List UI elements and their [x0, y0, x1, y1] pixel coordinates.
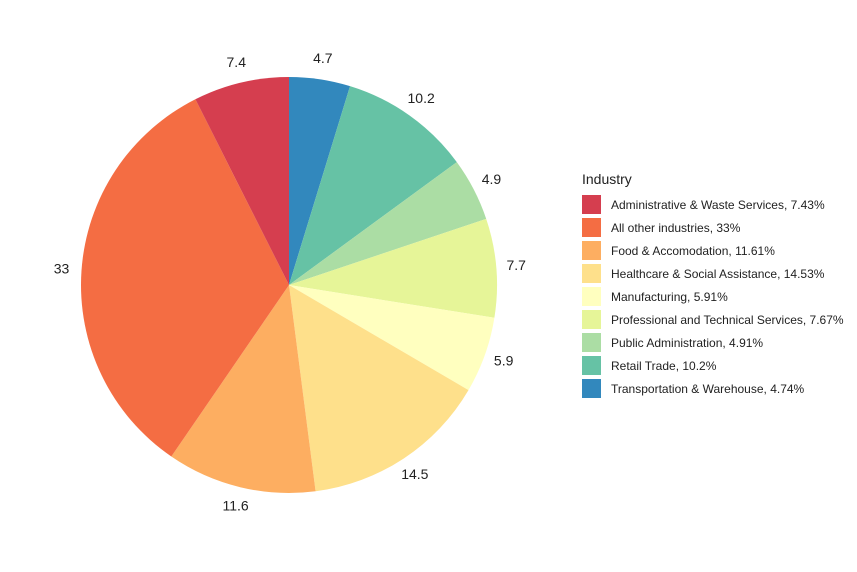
legend-swatch — [582, 241, 601, 260]
slice-label-all-other-industries: 33 — [54, 260, 70, 276]
pie-slice-food-and-accomodation — [171, 285, 316, 494]
legend-swatch — [582, 264, 601, 283]
legend-item-healthcare-and-social-assistance: Healthcare & Social Assistance, 14.53% — [582, 262, 844, 285]
slice-label-administrative-and-waste-services: 7.4 — [227, 54, 247, 70]
legend-label: Manufacturing, 5.91% — [611, 289, 728, 304]
legend-label: Public Administration, 4.91% — [611, 335, 764, 350]
pie-slice-healthcare-and-social-assistance — [289, 285, 469, 492]
legend-item-manufacturing: Manufacturing, 5.91% — [582, 285, 844, 308]
legend-swatch — [582, 333, 601, 352]
slice-label-retail-trade: 10.2 — [408, 90, 435, 106]
legend-label: Transportation & Warehouse, 4.74% — [611, 381, 805, 396]
pie-labels: 4.7 10.2 4.9 7.7 5.9 14.5 11.6 33 7.4 — [54, 50, 526, 513]
pie-slice-manufacturing — [289, 285, 495, 391]
slice-label-healthcare-and-social-assistance: 14.5 — [401, 466, 428, 482]
legend: Industry Administrative & Waste Services… — [582, 171, 844, 400]
legend-title: Industry — [582, 171, 632, 187]
legend-swatch — [582, 356, 601, 375]
legend-swatch — [582, 218, 601, 237]
legend-label: All other industries, 33% — [611, 220, 741, 235]
legend-swatch — [582, 287, 601, 306]
pie-slice-retail-trade — [289, 86, 457, 285]
slice-label-food-and-accomodation: 11.6 — [222, 497, 248, 513]
legend-swatch — [582, 310, 601, 329]
legend-swatch — [582, 379, 601, 398]
legend-item-professional-and-technical-services: Professional and Technical Services, 7.6… — [582, 308, 844, 331]
legend-label: Professional and Technical Services, 7.6… — [611, 312, 844, 327]
legend-item-transportation-and-warehouse: Transportation & Warehouse, 4.74% — [582, 377, 844, 400]
legend-item-all-other-industries: All other industries, 33% — [582, 216, 844, 239]
legend-swatch — [582, 195, 601, 214]
pie-slice-all-other-industries — [80, 99, 289, 457]
legend-item-retail-trade: Retail Trade, 10.2% — [582, 354, 844, 377]
pie-slices — [80, 77, 498, 494]
pie-slice-professional-and-technical-services — [289, 218, 498, 318]
legend-label: Healthcare & Social Assistance, 14.53% — [611, 266, 825, 281]
legend-item-food-and-accomodation: Food & Accomodation, 11.61% — [582, 239, 844, 262]
pie-slice-administrative-and-waste-services — [195, 77, 289, 285]
slice-label-transportation-and-warehouse: 4.7 — [313, 50, 333, 66]
legend-items: Administrative & Waste Services, 7.43% Al… — [582, 193, 844, 400]
legend-item-administrative-and-waste-services: Administrative & Waste Services, 7.43% — [582, 193, 844, 216]
legend-label: Administrative & Waste Services, 7.43% — [611, 197, 825, 212]
slice-label-professional-and-technical-services: 7.7 — [506, 257, 526, 273]
legend-item-public-administration: Public Administration, 4.91% — [582, 331, 844, 354]
pie-slice-transportation-and-warehouse — [289, 77, 351, 285]
slice-label-public-administration: 4.9 — [482, 171, 502, 187]
slice-label-manufacturing: 5.9 — [494, 353, 514, 369]
pie-slice-public-administration — [289, 162, 487, 285]
legend-label: Retail Trade, 10.2% — [611, 358, 717, 373]
legend-label: Food & Accomodation, 11.61% — [611, 243, 775, 258]
